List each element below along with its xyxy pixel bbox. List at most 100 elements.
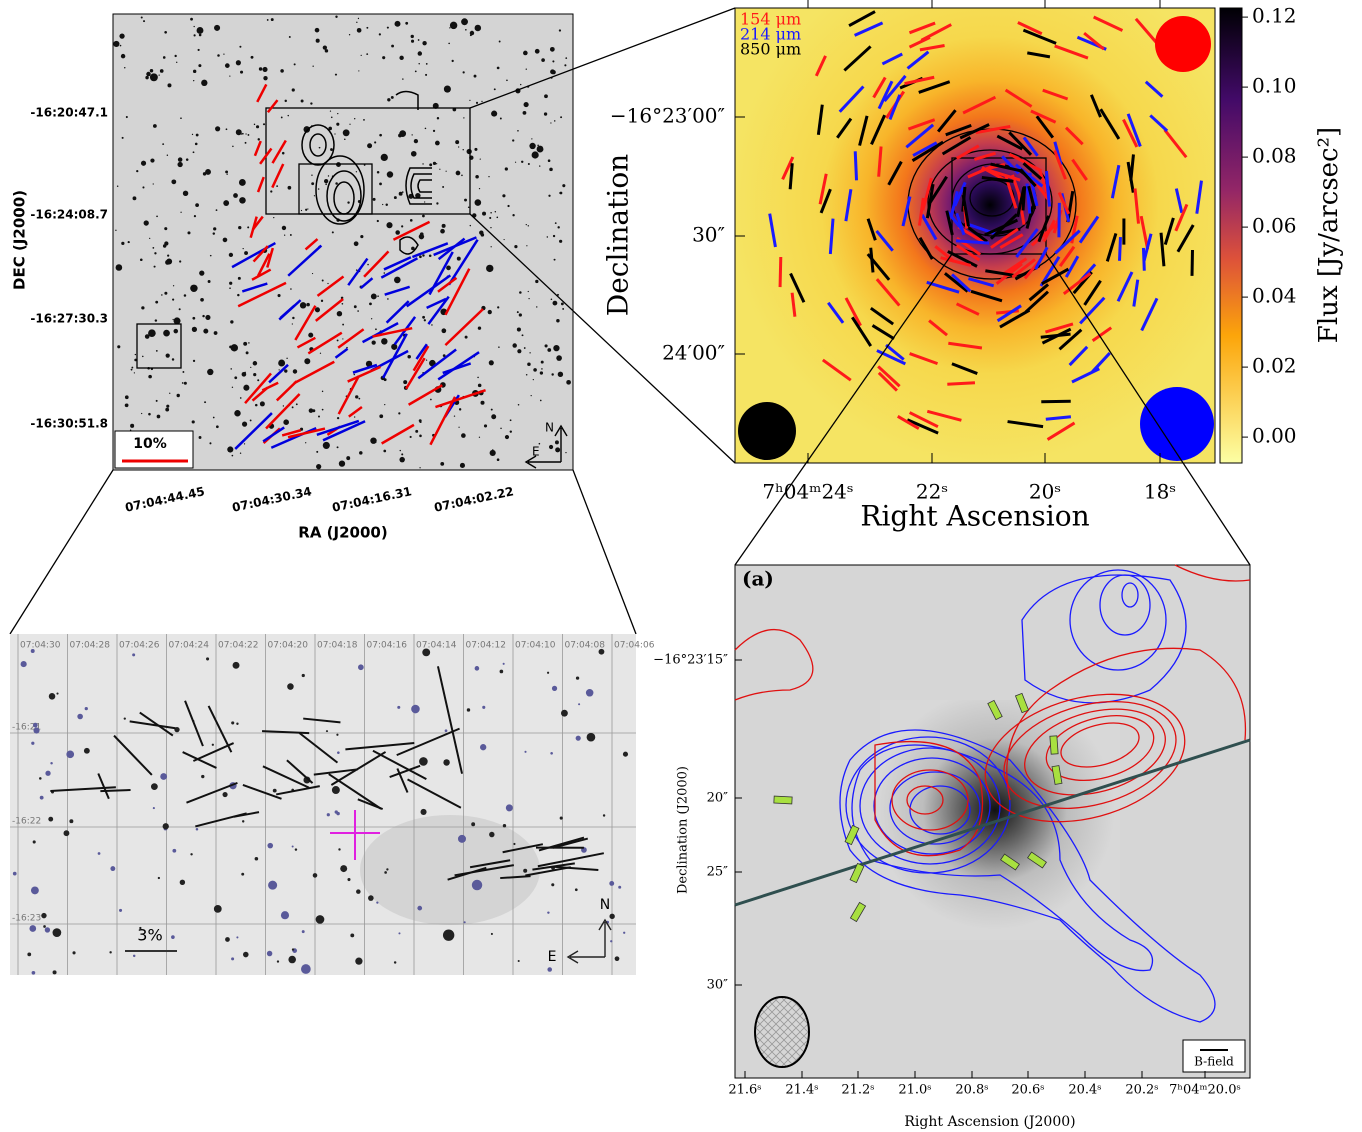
star <box>85 707 88 710</box>
star <box>119 33 124 38</box>
star <box>358 398 360 400</box>
star <box>489 360 494 365</box>
star <box>160 773 167 780</box>
x-tick-label: 07:04:16.31 <box>331 484 413 515</box>
star <box>465 29 467 31</box>
star <box>180 212 181 213</box>
star <box>216 425 219 428</box>
star <box>236 60 241 65</box>
star <box>419 435 422 438</box>
star <box>541 361 544 364</box>
star <box>481 233 485 237</box>
star <box>529 352 530 353</box>
star <box>287 683 294 690</box>
star <box>354 305 357 308</box>
star <box>280 69 284 73</box>
star <box>518 960 520 962</box>
star <box>134 372 135 373</box>
star <box>526 374 528 376</box>
star <box>441 328 446 333</box>
star <box>323 46 327 50</box>
star <box>451 24 456 29</box>
star <box>250 419 252 421</box>
star <box>354 241 359 246</box>
compass-east: E <box>548 949 557 965</box>
star <box>335 74 337 76</box>
star <box>171 179 176 184</box>
star <box>387 27 389 29</box>
ra-label: 07:04:20 <box>268 641 309 651</box>
star <box>395 230 400 235</box>
star <box>384 404 385 405</box>
star <box>401 225 403 227</box>
star <box>415 70 417 72</box>
star <box>370 437 376 443</box>
vector <box>1119 237 1120 261</box>
star <box>536 306 537 307</box>
star <box>309 408 314 413</box>
star <box>230 368 232 370</box>
star <box>288 186 292 190</box>
x-tick-label: 07:04:02.22 <box>433 484 515 515</box>
star <box>194 34 196 36</box>
star <box>173 285 174 286</box>
star <box>292 846 294 848</box>
star <box>273 789 277 793</box>
star <box>458 835 466 843</box>
star <box>322 280 324 282</box>
star <box>292 88 295 91</box>
star <box>304 358 310 364</box>
star <box>540 371 543 374</box>
panel-a: 10% N E DEC (J2000) RA (J2000) -16:20:47… <box>11 14 574 542</box>
star <box>560 116 562 118</box>
star <box>524 347 526 349</box>
star <box>523 869 527 873</box>
star <box>279 369 280 370</box>
star <box>528 163 530 165</box>
star <box>77 714 83 720</box>
star <box>532 151 539 158</box>
star <box>578 703 580 705</box>
star <box>576 736 581 741</box>
star <box>379 33 381 35</box>
star <box>555 447 560 452</box>
star <box>425 128 427 130</box>
star <box>171 935 175 939</box>
star <box>322 391 323 392</box>
star <box>554 259 556 261</box>
star <box>225 170 228 173</box>
star <box>131 369 133 371</box>
star <box>325 183 327 185</box>
star <box>254 124 255 125</box>
panel-tag: (a) <box>742 567 774 591</box>
star <box>515 162 516 163</box>
star <box>271 18 274 21</box>
star <box>502 194 505 197</box>
star <box>98 852 101 855</box>
ra-label: 07:04:06 <box>614 641 655 651</box>
star <box>460 463 465 468</box>
colorbar-ticks: 0.000.020.040.060.080.100.12 <box>1242 4 1297 448</box>
star <box>499 41 501 43</box>
star <box>148 413 151 416</box>
star <box>326 730 328 732</box>
colorbar-tick-label: 0.04 <box>1252 284 1297 308</box>
star <box>377 220 379 222</box>
star <box>278 294 281 297</box>
star <box>544 94 548 98</box>
star <box>56 693 58 695</box>
star <box>292 948 294 950</box>
star <box>206 657 209 660</box>
star <box>411 705 420 714</box>
star <box>284 369 287 372</box>
star <box>547 348 551 352</box>
star <box>374 141 376 143</box>
star <box>419 421 421 423</box>
star <box>489 832 494 837</box>
star <box>213 417 215 419</box>
star <box>436 202 438 204</box>
y-tick-label: 30″ <box>692 223 725 247</box>
star <box>302 674 305 677</box>
star <box>201 80 207 86</box>
star <box>553 235 555 237</box>
